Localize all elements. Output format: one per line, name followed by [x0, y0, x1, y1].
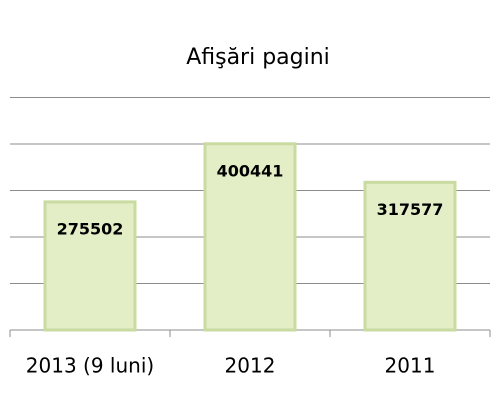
data-label: 400441	[217, 161, 284, 180]
x-tick-label: 2013 (9 luni)	[26, 354, 154, 378]
data-label: 317577	[377, 200, 444, 219]
chart: Afişări pagini 2013 (9 luni) 275502 2012 40…	[0, 0, 501, 405]
x-tick-label: 2012	[225, 354, 276, 378]
x-tick-label: 2011	[385, 354, 436, 378]
data-label: 275502	[57, 219, 124, 238]
chart-title: Afişări pagini	[186, 45, 330, 70]
